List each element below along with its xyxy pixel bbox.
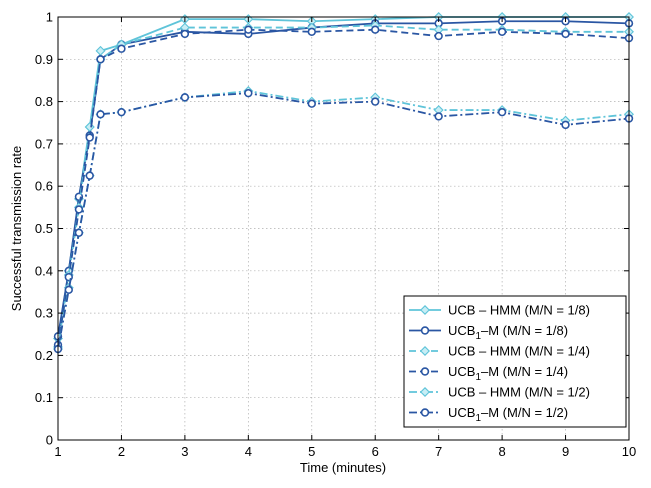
legend-marker [420,367,430,376]
data-point [434,31,443,41]
legend-marker [420,408,430,417]
x-axis-title: Time (minutes) [300,460,386,475]
axis-ticks: 1 2 3 4 5 6 7 8 9 10 0 0.1 0.2 0.3 0.4 0.5 0.6 0.7 0.8 0.9 1 [35,10,636,460]
legend-item: UCB1–M (M/N = 1/2) [409,405,568,424]
legend-label: UCB – HMM (M/N = 1/4) [448,344,590,359]
series-line [57,90,630,350]
data-point [244,25,253,34]
legend-label: UCB1–M (M/N = 1/4) [448,364,568,383]
legend-marker [420,326,430,335]
x-tick-label: 3 [181,444,188,459]
data-point [434,112,443,121]
data-point [85,171,94,180]
legend-box [403,295,627,428]
y-tick-label: 0.4 [35,263,53,278]
series-line [57,24,629,348]
legend-item: UCB – HMM (M/N = 1/2) [409,385,590,400]
x-tick-label: 6 [372,444,379,459]
legend-marker [420,346,430,356]
series-line [57,20,630,337]
y-tick-label: 0 [46,433,53,448]
data-point [561,29,570,39]
data-point [371,97,380,106]
y-tick-label: 1 [46,10,53,25]
y-tick-label: 0.1 [35,390,53,405]
data-point [96,110,105,119]
series-6 [53,88,634,354]
data-point [74,205,84,214]
data-point [180,29,190,39]
y-tick-label: 0.8 [35,94,53,109]
data-point [497,27,507,37]
legend-marker [420,387,430,397]
x-tick-label: 5 [308,444,315,459]
y-tick-label: 0.7 [35,136,53,151]
data-point [96,55,105,64]
data-point [117,107,126,117]
data-point [74,228,84,237]
y-tick-label: 0.9 [35,52,53,67]
series-line [57,92,630,350]
data-point [244,88,253,98]
data-point [497,107,507,117]
data-point [561,120,570,130]
data-point [117,44,126,53]
legend-label: UCB – HMM (M/N = 1/8) [448,303,590,318]
x-tick-label: 1 [54,444,61,459]
x-tick-label: 7 [435,444,442,459]
y-tick-label: 0.3 [35,306,53,321]
x-tick-label: 4 [245,444,252,459]
x-tick-label: 10 [622,444,636,459]
legend-item: UCB1–M (M/N = 1/8) [409,323,568,342]
data-point [85,133,94,142]
data-point [64,285,73,295]
series-group [53,12,634,355]
x-tick-label: 2 [118,444,125,459]
data-point [307,27,316,37]
data-point [180,93,190,102]
legend-label: UCB1–M (M/N = 1/8) [448,323,568,342]
legend-label: UCB – HMM (M/N = 1/2) [448,385,590,400]
series-line [57,28,630,345]
y-axis-title: Successful transmission rate [9,146,24,311]
y-tick-label: 0.5 [35,221,53,236]
y-tick-label: 0.6 [35,179,53,194]
legend-item: UCB – HMM (M/N = 1/8) [409,303,590,318]
y-tick-label: 0.2 [35,348,53,363]
legend-item: UCB – HMM (M/N = 1/4) [409,344,590,359]
legend-item: UCB1–M (M/N = 1/4) [409,364,568,383]
x-tick-label: 9 [562,444,569,459]
legend-marker [420,305,430,315]
data-point [307,99,316,108]
legend-label: UCB1–M (M/N = 1/2) [448,405,568,424]
data-point [371,25,380,34]
x-tick-label: 8 [498,444,505,459]
legend: UCB – HMM (M/N = 1/8) UCB1–M (M/N = 1/8) U… [403,295,627,428]
